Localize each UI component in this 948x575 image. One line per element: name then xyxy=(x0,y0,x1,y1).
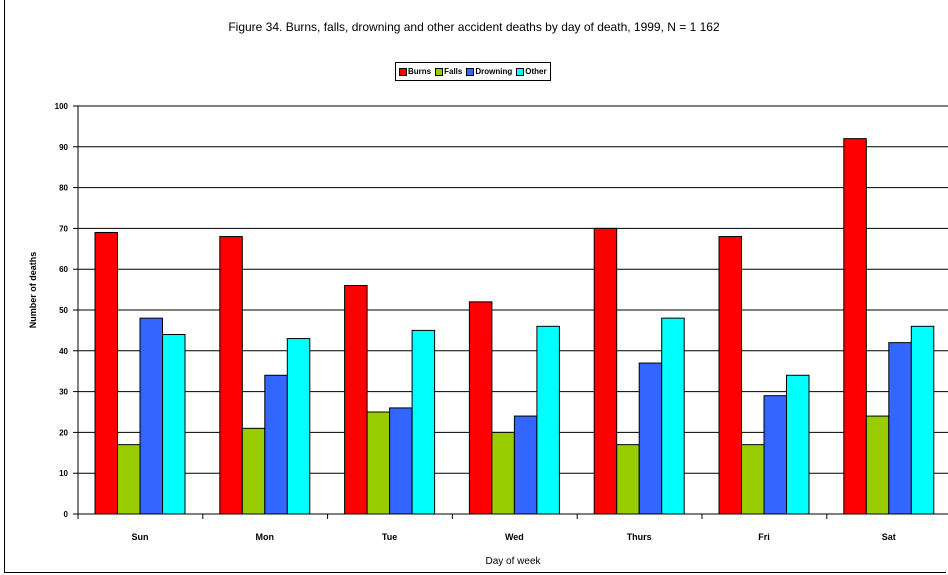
y-tick-label: 90 xyxy=(59,143,68,152)
y-tick-label: 100 xyxy=(55,102,69,111)
bar-burns-wed xyxy=(468,301,493,515)
x-tick-label: Sun xyxy=(132,532,149,542)
chart-title: Figure 34. Burns, falls, drowning and ot… xyxy=(228,20,720,34)
chart-legend: Burns Falls Drowning Other xyxy=(395,62,551,81)
legend-label-drowning: Drowning xyxy=(475,67,513,76)
x-tick-label: Sat xyxy=(882,532,896,542)
bar-burns-thurs xyxy=(593,227,618,515)
bar-other-tue xyxy=(411,329,436,515)
x-axis-label: Day of week xyxy=(485,556,541,567)
bar-burns-sat xyxy=(843,138,867,515)
y-tick-label: 10 xyxy=(59,469,68,478)
y-tick-label: 20 xyxy=(59,428,68,437)
bar-drowning-mon xyxy=(264,374,288,515)
y-tick-label: 80 xyxy=(59,184,68,193)
bar-falls-sat xyxy=(865,415,890,515)
y-tick-label: 70 xyxy=(59,224,68,233)
legend-swatch-drowning xyxy=(466,67,475,76)
x-tick-label: Mon xyxy=(256,532,275,542)
bar-drowning-wed xyxy=(513,415,538,515)
y-tick-label: 0 xyxy=(64,510,69,519)
legend-item-falls: Falls xyxy=(435,67,462,76)
x-tick-label: Wed xyxy=(505,532,524,542)
bar-other-mon xyxy=(286,338,311,515)
legend-label-burns: Burns xyxy=(408,67,432,76)
legend-swatch-burns xyxy=(399,67,407,76)
chart-frame xyxy=(4,0,946,573)
x-tick-label: Tue xyxy=(382,532,397,542)
legend-item-other: Other xyxy=(516,67,547,76)
bar-drowning-fri xyxy=(763,395,787,515)
legend-item-burns: Burns xyxy=(399,67,431,76)
legend-label-falls: Falls xyxy=(444,67,463,76)
y-tick-label: 50 xyxy=(59,306,68,315)
bar-falls-wed xyxy=(491,431,515,515)
bar-burns-fri xyxy=(718,236,742,515)
bar-drowning-tue xyxy=(389,407,413,515)
bar-other-thurs xyxy=(661,317,685,515)
bar-burns-sun xyxy=(94,231,118,515)
legend-item-drowning: Drowning xyxy=(466,67,512,76)
bar-burns-mon xyxy=(219,236,243,515)
bar-falls-tue xyxy=(366,411,391,515)
y-tick-label: 60 xyxy=(59,265,68,274)
bar-other-sat xyxy=(910,325,935,515)
bar-burns-tue xyxy=(344,285,368,515)
bar-drowning-sat xyxy=(888,342,912,515)
bar-falls-sun xyxy=(117,444,141,515)
bar-drowning-sun xyxy=(139,317,163,515)
x-tick-label: Thurs xyxy=(627,532,652,542)
bar-other-wed xyxy=(536,325,560,515)
bar-drowning-thurs xyxy=(638,362,663,515)
x-tick-label: Fri xyxy=(758,532,770,542)
y-tick-label: 30 xyxy=(59,388,68,397)
bar-other-sun xyxy=(162,333,186,515)
y-tick-label: 40 xyxy=(59,347,68,356)
legend-swatch-falls xyxy=(435,67,444,76)
legend-label-other: Other xyxy=(525,67,547,76)
bar-falls-thurs xyxy=(616,444,640,515)
bar-falls-mon xyxy=(241,427,266,515)
bar-other-fri xyxy=(786,374,810,515)
legend-swatch-other xyxy=(516,67,525,76)
bar-falls-fri xyxy=(741,444,765,515)
